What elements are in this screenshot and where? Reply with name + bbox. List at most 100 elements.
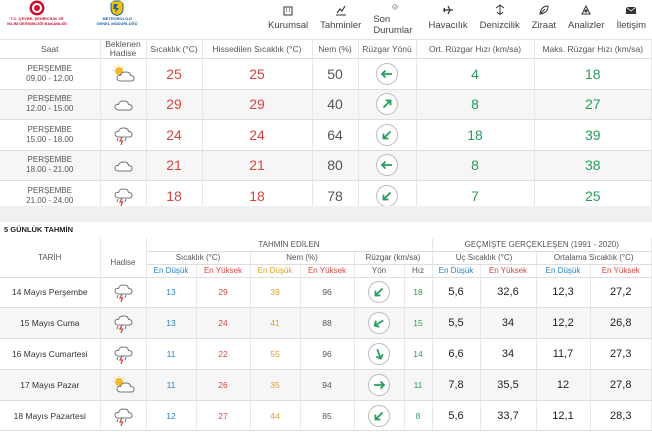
hourly-avg-wind: 8 (416, 89, 535, 120)
daily-header-row-1: TARİH Hadise TAHMİN EDİLEN GEÇMİŞTE GERÇ… (0, 238, 652, 278)
col-time: Saat (0, 40, 101, 59)
daily-tmax: 24 (196, 307, 251, 340)
ministry-logo[interactable]: T.C. ÇEVRE, ŞEHİRCİLİK VE İKLİM DEĞİŞİKL… (2, 0, 72, 36)
daily-avg-lo: 12,2 (536, 307, 591, 340)
site-header: T.C. ÇEVRE, ŞEHİRCİLİK VE İKLİM DEĞİŞİKL… (0, 0, 652, 40)
mgm-logo[interactable]: METEOROLOJİ GENEL MÜDÜRLÜĞÜ (82, 0, 152, 36)
daily-weather (100, 338, 147, 370)
partly-cloudy-icon (113, 64, 135, 82)
partly-cloudy-icon (113, 375, 135, 393)
daily-tmin: 13 (146, 277, 197, 309)
daily-hmin: 39 (250, 277, 301, 309)
wind-direction-indicator (368, 373, 390, 396)
col-hmin: En Düşük (250, 264, 301, 278)
nav-item-kurumsal[interactable]: Kurumsal (262, 2, 314, 36)
plane-icon (443, 5, 454, 15)
wind-arrow-icon (382, 130, 392, 140)
nav-item-ziraat[interactable]: Ziraat (526, 2, 562, 36)
nav-item-denizcilik[interactable]: Denizcilik (474, 2, 526, 36)
col-speed: Hız (404, 264, 433, 278)
hourly-avg-wind: 18 (416, 119, 535, 151)
hourly-max-wind: 39 (534, 119, 652, 151)
hourly-humidity: 80 (312, 150, 359, 181)
col-max-wind: Maks. Rüzgar Hızı (km/sa) (534, 40, 652, 59)
hourly-humidity: 40 (312, 89, 359, 120)
daily-hmin: 44 (250, 400, 301, 432)
col-dir: Yön (354, 264, 405, 278)
hourly-max-wind: 27 (534, 89, 652, 120)
hourly-temp: 25 (146, 58, 203, 90)
nav-item-label: Analizler (568, 20, 605, 31)
hourly-wind-dir (358, 89, 417, 120)
col-avg-hi: En Yüksek (590, 264, 652, 278)
daily-hmax: 85 (300, 400, 355, 432)
col-weather-l1: Beklenen (105, 39, 141, 49)
chart-icon (335, 5, 346, 16)
daily-tmin: 11 (146, 338, 197, 370)
nav-item-tahminler[interactable]: Tahminler (314, 2, 367, 36)
daily-ext-lo: 7,8 (432, 369, 481, 401)
col-temp: Sıcaklık (°C) (146, 40, 203, 59)
col-humidity: Nem (%) (312, 40, 359, 59)
ministry-seal-icon (29, 0, 45, 16)
hourly-time: PERŞEMBE 12.00 - 15.00 (0, 89, 101, 120)
nav-item-label: Tahminler (320, 20, 362, 31)
col-ext-hi: En Yüksek (480, 264, 537, 278)
wind-direction-indicator (376, 184, 398, 207)
col-d-humidity: Nem (%) (250, 251, 355, 265)
hourly-header-row: Saat Beklenen Hadise Sıcaklık (°C) Hissed… (0, 40, 652, 59)
wind-arrow-icon (374, 288, 384, 297)
five-day-title: 5 GÜNLÜK TAHMİN (0, 222, 652, 238)
col-wind-dir: Rüzgar Yönü (358, 40, 417, 59)
hourly-temp: 21 (146, 150, 203, 181)
nav-item-son-durumlar[interactable]: Son Durumlar (367, 2, 422, 36)
col-hadise: Hadise (100, 238, 147, 278)
daily-hmax: 96 (300, 277, 355, 309)
section-gap (0, 206, 652, 222)
daily-avg-hi: 28,3 (590, 400, 652, 432)
hourly-day: PERŞEMBE (27, 185, 72, 195)
daily-date: 17 Mayıs Pazar (0, 369, 101, 401)
hourly-range: 18.00 - 21.00 (26, 165, 74, 175)
nav-item-i-letişim[interactable]: İletişim (610, 2, 652, 36)
daily-avg-hi: 26,8 (590, 307, 652, 340)
daily-wind-speed: 8 (404, 400, 433, 432)
daily-tmin: 11 (146, 369, 197, 401)
hourly-weather (100, 58, 147, 90)
daily-weather (100, 307, 147, 340)
daily-header-row-3: En Düşük En Yüksek En Düşük En Yüksek Yö… (0, 264, 652, 278)
nav-item-label: Ziraat (531, 20, 556, 31)
nav-item-havacılık[interactable]: Havacılık (423, 2, 474, 36)
daily-ext-hi: 35,5 (480, 369, 537, 401)
daily-hmin: 35 (250, 369, 301, 401)
col-date: TARİH (0, 238, 101, 278)
logos: T.C. ÇEVRE, ŞEHİRCİLİK VE İKLİM DEĞİŞİKL… (2, 0, 152, 36)
wind-direction-indicator (368, 281, 390, 304)
daily-avg-lo: 12 (536, 369, 591, 401)
daily-ext-lo: 6,6 (432, 338, 481, 370)
daily-date: 14 Mayıs Perşembe (0, 277, 101, 309)
hourly-feels: 21 (202, 150, 313, 181)
cloudy-icon (114, 100, 133, 111)
daily-weather (100, 369, 147, 401)
hourly-temp: 24 (146, 119, 203, 151)
hourly-max-wind: 18 (534, 58, 652, 90)
hourly-row: PERŞEMBE 09.00 - 12.00 25 25 50 4 18 (0, 58, 652, 90)
mgm-shield-icon (110, 0, 124, 16)
daily-avg-lo: 12,1 (536, 400, 591, 432)
mgm-logo-line2: GENEL MÜDÜRLÜĞÜ (96, 21, 138, 26)
daily-wind-speed: 15 (404, 307, 433, 340)
hourly-weather (100, 119, 147, 151)
col-weather: Beklenen Hadise (100, 39, 147, 59)
hourly-row: PERŞEMBE 18.00 - 21.00 21 21 80 8 38 (0, 150, 652, 181)
daily-ext-hi: 32,6 (480, 277, 537, 309)
daily-row: 18 Mayıs Pazartesi 12 27 44 85 8 5,6 33,7 12,1 28… (0, 400, 652, 432)
nav-item-analizler[interactable]: Analizler (562, 2, 610, 36)
col-avg-wind: Ort. Rüzgar Hızı (km/sa) (416, 40, 535, 59)
hourly-range: 15.00 - 18.00 (26, 134, 74, 144)
daily-wind-dir (354, 369, 405, 401)
daily-hmax: 88 (300, 307, 355, 340)
daily-header-row-2: Sıcaklık (°C) Nem (%) Rüzgar (km/sa) Uç … (0, 251, 652, 265)
daily-row: 14 Mayıs Perşembe 13 29 39 96 18 5,6 32,6 12,3 27… (0, 277, 652, 309)
wind-arrow-icon (375, 348, 384, 360)
